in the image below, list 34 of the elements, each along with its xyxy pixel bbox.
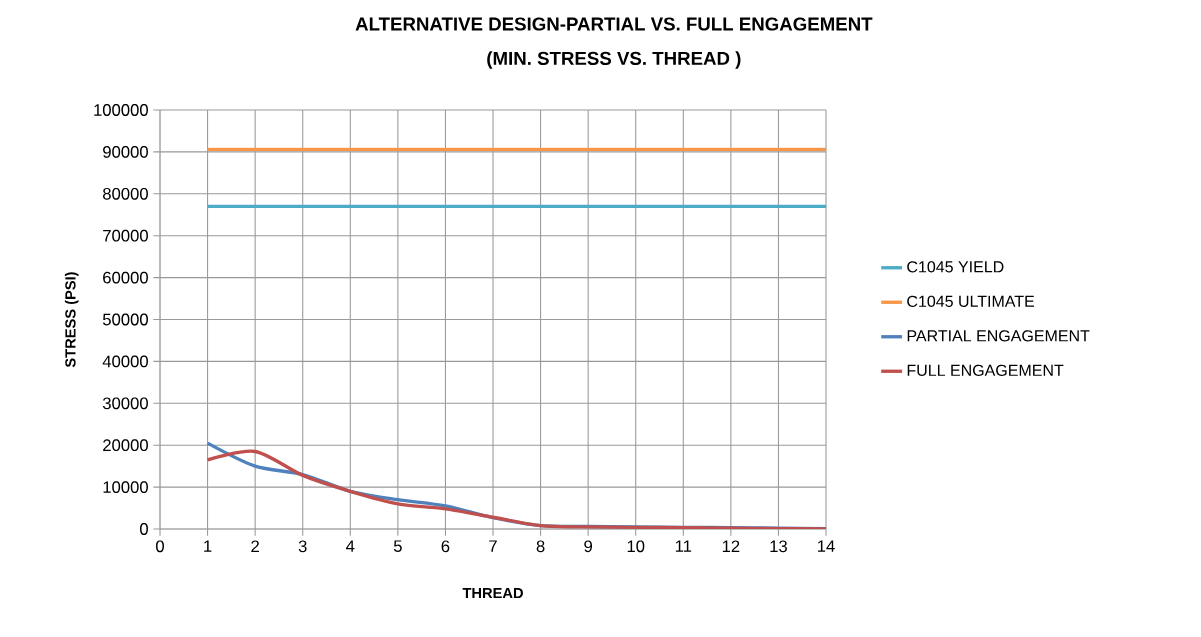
y-tick-label: 0 — [140, 523, 148, 535]
x-axis-title: THREAD — [462, 588, 523, 599]
x-tick-label: 8 — [536, 540, 545, 553]
x-tick-label: 4 — [346, 540, 355, 552]
x-tick-label: 2 — [251, 540, 259, 553]
x-tick-label: 12 — [722, 540, 740, 553]
x-tick-label: 14 — [818, 540, 835, 552]
legend-label: C1045 YIELD — [907, 261, 1004, 273]
x-tick-label: 11 — [675, 540, 692, 552]
x-tick-label: 1 — [204, 540, 212, 552]
legend-label: PARTIAL ENGAGEMENT — [907, 330, 1090, 342]
x-tick-label: 9 — [584, 540, 593, 553]
legend-label: FULL ENGAGEMENT — [907, 364, 1064, 376]
y-tick-label: 90000 — [103, 146, 148, 158]
chart-title: ALTERNATIVE DESIGN-PARTIAL VS. FULL ENGAGEMENT — [355, 17, 873, 31]
y-tick-label: 50000 — [102, 313, 148, 326]
y-tick-label: 70000 — [103, 229, 148, 242]
x-tick-label: 6 — [441, 540, 450, 553]
legend-label: C1045 ULTIMATE — [907, 295, 1035, 307]
chart-subtitle: (MIN. STRESS VS. THREAD ) — [487, 51, 741, 69]
x-tick-label: 10 — [627, 540, 645, 553]
y-axis-title: STRESS (PSI) — [64, 272, 79, 368]
x-tick-label: 13 — [770, 540, 787, 553]
x-tick-label: 5 — [393, 540, 402, 553]
y-tick-label: 40000 — [102, 355, 148, 368]
y-tick-label: 30000 — [102, 397, 148, 410]
x-tick-label: 0 — [156, 540, 164, 553]
x-tick-label: 3 — [298, 540, 307, 553]
y-tick-label: 20000 — [103, 439, 148, 452]
x-tick-label: 7 — [489, 540, 497, 552]
y-tick-label: 100000 — [94, 104, 148, 116]
y-tick-label: 60000 — [103, 271, 148, 284]
y-tick-label: 10000 — [103, 481, 148, 493]
y-tick-label: 80000 — [103, 187, 148, 200]
